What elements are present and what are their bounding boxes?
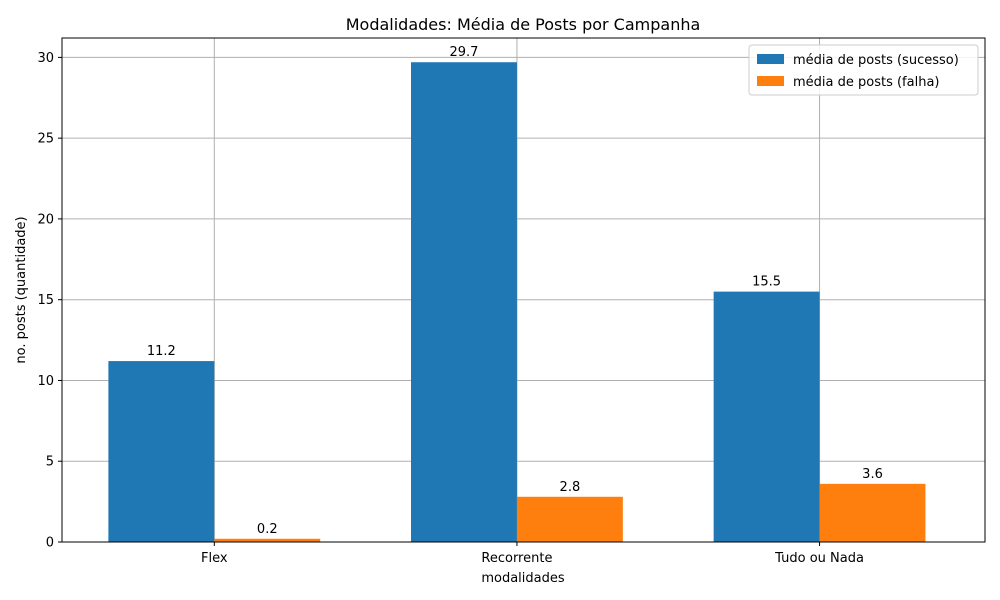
y-axis-label: no. posts (quantidade) xyxy=(14,216,29,363)
bar-value-label: 29.7 xyxy=(449,45,478,60)
bar-value-label: 2.8 xyxy=(560,480,581,495)
bar-sucesso xyxy=(411,62,517,542)
y-tick-label: 15 xyxy=(37,293,54,308)
y-tick-label: 0 xyxy=(46,536,54,551)
y-tick-label: 10 xyxy=(37,374,54,389)
legend-label: média de posts (sucesso) xyxy=(793,53,959,68)
plot-frame xyxy=(61,37,986,543)
axis-ticks: Flex Recorrente Tudo ou Nada 0 5 10 15 20 25 30 xyxy=(37,51,863,566)
bar-value-label: 15.5 xyxy=(752,275,781,290)
bar-falha xyxy=(214,538,321,542)
y-tick-label: 25 xyxy=(37,132,54,147)
bar-value-label: 3.6 xyxy=(862,467,883,482)
bar-sucesso xyxy=(713,291,820,542)
y-tick-label: 20 xyxy=(37,212,54,227)
x-tick-label: Tudo ou Nada xyxy=(774,551,864,566)
legend-swatch xyxy=(757,76,784,86)
bar-value-label: 0.2 xyxy=(257,522,278,537)
y-tick-label: 5 xyxy=(46,455,54,470)
bar-sucesso xyxy=(108,361,215,542)
bar-falha xyxy=(516,496,623,542)
data-labels: 11.2 29.7 15.5 0.2 2.8 3.6 xyxy=(147,45,883,537)
legend-label: média de posts (falha) xyxy=(793,75,940,90)
legend-swatch xyxy=(757,54,784,64)
chart-title: Modalidades: Média de Posts por Campanha xyxy=(346,15,701,34)
bar-falha xyxy=(819,483,926,542)
y-tick-label: 30 xyxy=(37,51,54,66)
x-tick-label: Recorrente xyxy=(481,551,552,566)
x-axis-label: modalidades xyxy=(481,571,565,586)
bar-value-label: 11.2 xyxy=(147,344,176,359)
legend-box xyxy=(748,44,979,96)
legend: média de posts (sucesso) média de posts (… xyxy=(748,44,979,96)
x-tick-label: Flex xyxy=(201,551,228,566)
bars xyxy=(108,62,926,542)
